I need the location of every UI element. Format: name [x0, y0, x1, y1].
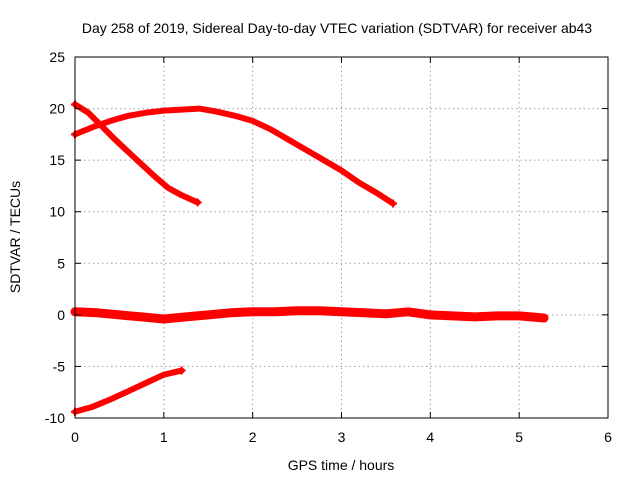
data-point-marker: [177, 366, 186, 375]
data-point-marker: [540, 313, 549, 322]
x-axis-label: GPS time / hours: [288, 457, 395, 473]
data-series-line: [72, 105, 396, 207]
data-series-line: [72, 367, 185, 415]
y-tick-label: -10: [45, 410, 65, 426]
x-tick-label: 6: [604, 429, 612, 445]
data-point-marker: [193, 198, 202, 207]
y-tick-label: 20: [49, 101, 65, 117]
y-tick-label: 15: [49, 152, 65, 168]
x-tick-label: 3: [338, 429, 346, 445]
data-series-line: [70, 306, 549, 324]
y-tick-label: 5: [57, 255, 65, 271]
y-tick-label: 10: [49, 204, 65, 220]
x-tick-label: 4: [426, 429, 434, 445]
y-tick-label: 0: [57, 307, 65, 323]
chart-title: Day 258 of 2019, Sidereal Day-to-day VTE…: [82, 20, 592, 36]
x-tick-label: 2: [249, 429, 257, 445]
x-tick-label: 1: [160, 429, 168, 445]
data-point-marker: [389, 199, 398, 208]
x-tick-label: 5: [515, 429, 523, 445]
ticks: 0 1 2 3 4 5 6 -10 -5 0 5 10 15 20 25: [45, 49, 612, 445]
y-tick-label: -5: [53, 358, 66, 374]
data-series-line: [72, 101, 201, 206]
y-axis-label: SDTVAR / TECUs: [7, 181, 23, 293]
series-layer: [70, 100, 549, 416]
x-tick-label: 0: [71, 429, 79, 445]
y-tick-label: 25: [49, 49, 65, 65]
